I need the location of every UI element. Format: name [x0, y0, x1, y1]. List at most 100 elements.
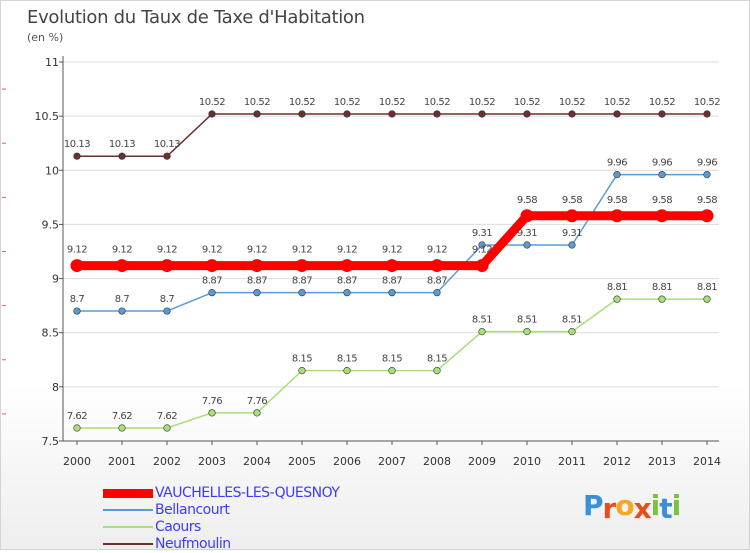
data-point: [298, 110, 306, 118]
data-label: 9.58: [517, 195, 537, 206]
legend-label: VAUCHELLES-LES-QUESNOY: [155, 485, 340, 501]
data-label: 10.52: [334, 97, 360, 108]
x-tick-label: 2014: [693, 455, 721, 468]
data-point: [250, 259, 264, 273]
data-point: [208, 110, 216, 118]
x-tick-label: 2007: [378, 455, 406, 468]
y-tick-label: 11: [45, 56, 59, 69]
data-label: 9.58: [562, 195, 582, 206]
logo-letter: t: [659, 492, 672, 525]
series-line-vauchelles-les-quesnoy: [72, 211, 712, 271]
x-tick-label: 2004: [243, 455, 271, 468]
data-label: 8.7: [160, 294, 175, 305]
legend-swatch: [103, 489, 153, 498]
data-point: [343, 110, 351, 118]
logo-letter: o: [615, 489, 634, 522]
logo-letter: P: [583, 489, 604, 522]
data-label: 9.58: [652, 195, 672, 206]
y-tick-label: 9.5: [42, 218, 60, 231]
x-tick-label: 2003: [198, 455, 226, 468]
y-tick-label: 7.5: [42, 435, 60, 448]
data-label: 10.52: [649, 97, 675, 108]
data-label: 8.7: [70, 294, 85, 305]
data-point: [118, 152, 126, 160]
data-point: [475, 259, 489, 273]
data-label: 9.12: [337, 245, 357, 256]
legend-label: Neufmoulin: [155, 536, 231, 552]
data-point: [388, 367, 396, 375]
data-point: [208, 409, 216, 417]
data-point: [343, 289, 351, 297]
legend-swatch: [103, 509, 153, 511]
x-tick-label: 2005: [288, 455, 316, 468]
data-point: [163, 152, 171, 160]
data-point: [433, 367, 441, 375]
data-point: [73, 152, 81, 160]
data-label: 10.52: [199, 97, 225, 108]
data-label: 9.12: [292, 245, 312, 256]
data-point: [520, 209, 534, 223]
y-tick-label: 10.5: [35, 110, 60, 123]
data-label: 9.12: [202, 245, 222, 256]
data-point: [253, 110, 261, 118]
chart-axes: 7.5 8 8.5 9 9.5 10 10.5 11 2000 2001 2002 2003 2004 2…: [2, 56, 721, 468]
data-point: [613, 171, 621, 179]
data-point: [118, 307, 126, 315]
data-point: [253, 289, 261, 297]
data-point: [703, 295, 711, 303]
data-point: [700, 209, 714, 223]
data-label: 8.15: [427, 354, 447, 365]
data-point: [253, 409, 261, 417]
data-point: [433, 289, 441, 297]
data-label: 7.62: [157, 411, 177, 422]
data-point: [613, 110, 621, 118]
data-point: [658, 295, 666, 303]
chart-data-labels: 10.13 10.13 10.13 10.52 10.52 10.52 10.52 10.52…: [64, 97, 721, 422]
data-point: [703, 110, 711, 118]
x-tick-label: 2001: [108, 455, 136, 468]
data-point: [295, 259, 309, 273]
data-label: 9.12: [112, 245, 132, 256]
data-label: 10.52: [244, 97, 270, 108]
data-point: [655, 209, 669, 223]
data-label: 10.52: [289, 97, 315, 108]
data-point: [565, 209, 579, 223]
data-point: [385, 259, 399, 273]
data-label: 8.51: [517, 315, 537, 326]
data-point: [568, 241, 576, 249]
logo-letter: x: [633, 492, 652, 525]
x-tick-label: 2000: [63, 455, 91, 468]
data-point: [523, 110, 531, 118]
data-label: 8.51: [472, 315, 492, 326]
data-point: [160, 259, 174, 273]
data-label: 7.62: [67, 411, 87, 422]
chart-unit: (en %): [27, 31, 64, 44]
data-point: [115, 259, 129, 273]
data-label: 9.12: [67, 245, 87, 256]
data-point: [568, 328, 576, 336]
data-point: [73, 424, 81, 432]
data-label: 9.12: [382, 245, 402, 256]
x-tick-label: 2009: [468, 455, 496, 468]
data-point: [703, 171, 711, 179]
data-label: 9.31: [562, 228, 582, 239]
data-label: 8.15: [337, 354, 357, 365]
data-label: 10.13: [109, 139, 135, 150]
data-label: 10.52: [379, 97, 405, 108]
data-label: 8.87: [427, 276, 447, 287]
data-label: 10.13: [64, 139, 90, 150]
data-point: [658, 110, 666, 118]
data-point: [433, 110, 441, 118]
data-label: 9.12: [247, 245, 267, 256]
data-label: 8.81: [697, 282, 717, 293]
data-label: 10.52: [424, 97, 450, 108]
data-label: 8.7: [115, 294, 130, 305]
data-label: 8.87: [202, 276, 222, 287]
data-label: 7.76: [202, 396, 222, 407]
data-label: 10.52: [604, 97, 630, 108]
data-point: [523, 241, 531, 249]
data-point: [208, 289, 216, 297]
chart-points: [70, 110, 714, 432]
legend-swatch: [103, 526, 153, 528]
